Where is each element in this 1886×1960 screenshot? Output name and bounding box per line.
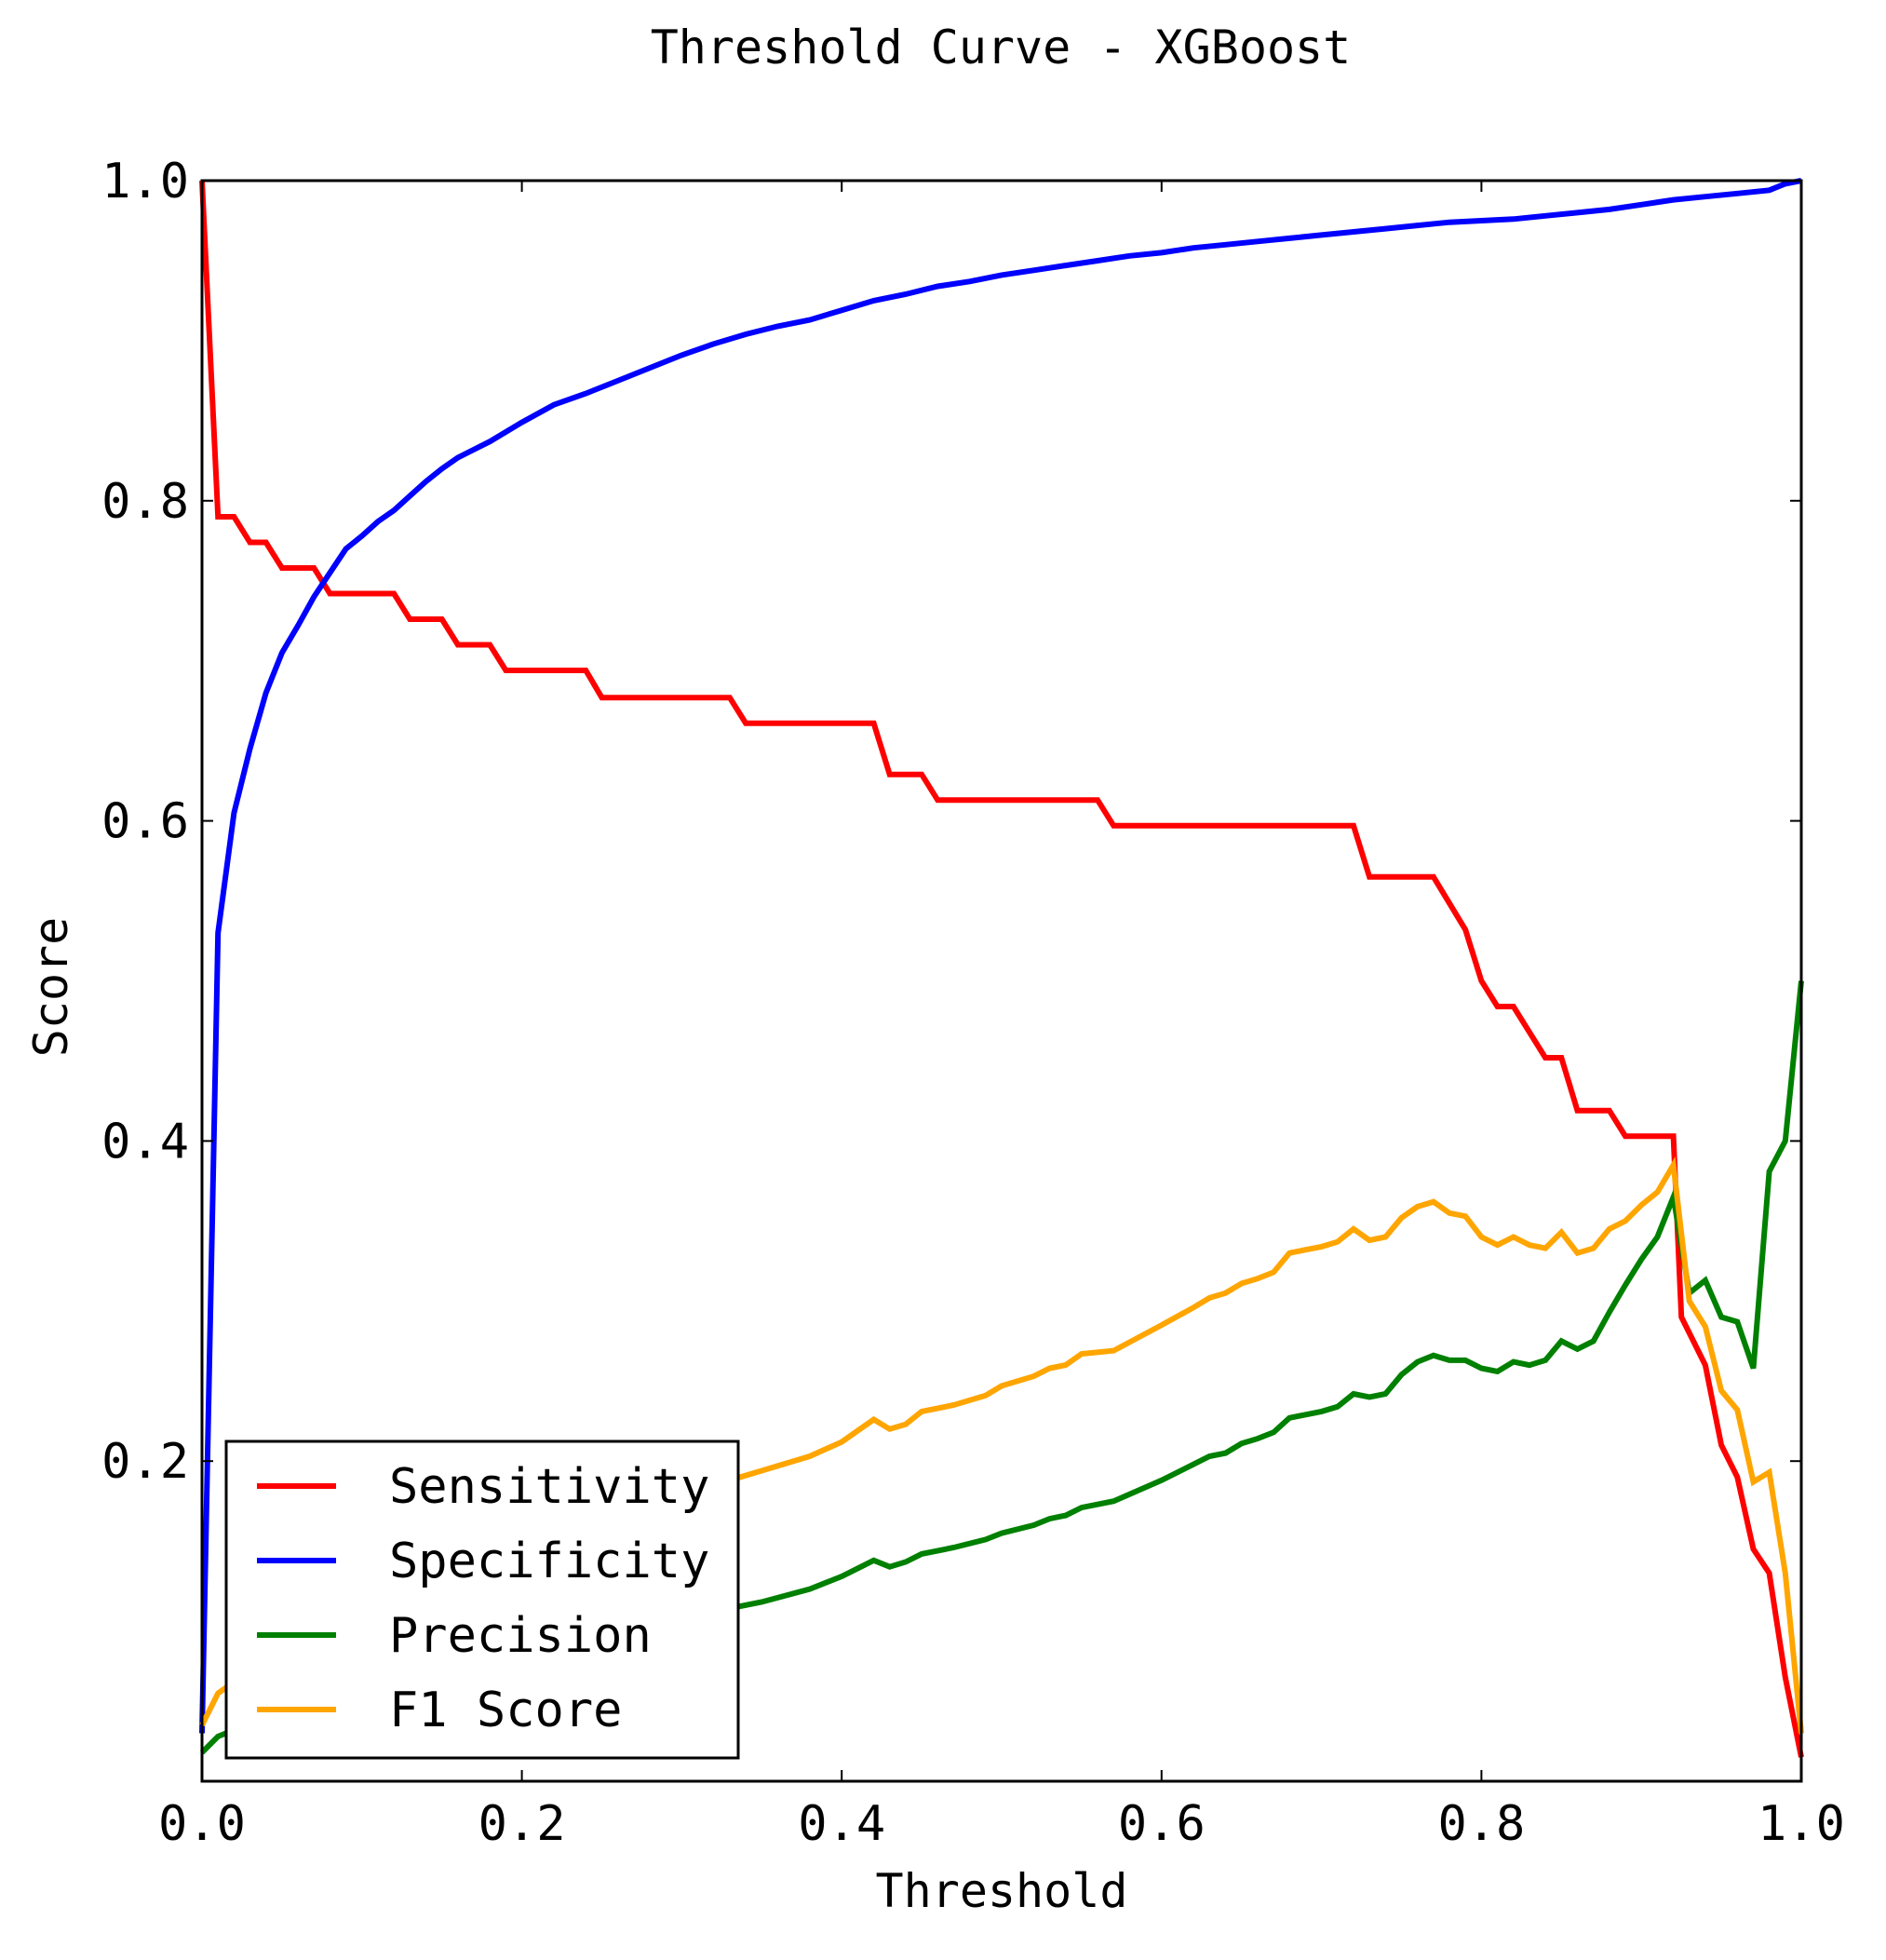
y-tick-label: 0.8: [101, 474, 189, 530]
plot-lines: [199, 178, 1804, 1758]
x-tick-label: 0.8: [1437, 1796, 1525, 1852]
legend-label: Sensitivity: [389, 1459, 709, 1515]
legend-label: Specificity: [389, 1534, 709, 1589]
plot-frame: [200, 179, 1803, 1783]
series-line-sensitivity: [199, 180, 1804, 1758]
series-line-specificity: [199, 178, 1802, 1734]
x-tick-label: 1.0: [1758, 1796, 1845, 1852]
y-tick-label: 0.2: [101, 1434, 189, 1490]
chart-title: Threshold Curve - XGBoost: [651, 20, 1352, 74]
series-line-f1-score: [199, 1156, 1804, 1734]
legend-box: [224, 1440, 740, 1760]
tick-labels: 0.0 0.2 0.4 0.6 0.8 1.0 0.2 0.4 0.6 0.8 1.0: [101, 154, 1845, 1852]
x-tick-label: 0.6: [1118, 1796, 1206, 1852]
legend: Sensitivity Specificity Precision F1 Score: [224, 1440, 740, 1760]
legend-label: F1 Score: [389, 1683, 622, 1738]
y-tick-label: 0.4: [101, 1114, 189, 1169]
x-tick-label: 0.2: [478, 1796, 566, 1852]
y-tick-label: 0.6: [101, 794, 189, 850]
y-axis-label: Score: [24, 917, 78, 1058]
x-axis-label: Threshold: [876, 1864, 1128, 1918]
x-tick-label: 0.4: [798, 1796, 885, 1852]
y-tick-label: 1.0: [101, 154, 189, 210]
legend-label: Precision: [389, 1608, 652, 1664]
series-line-precision: [199, 980, 1804, 1755]
x-tick-label: 0.0: [158, 1796, 246, 1852]
